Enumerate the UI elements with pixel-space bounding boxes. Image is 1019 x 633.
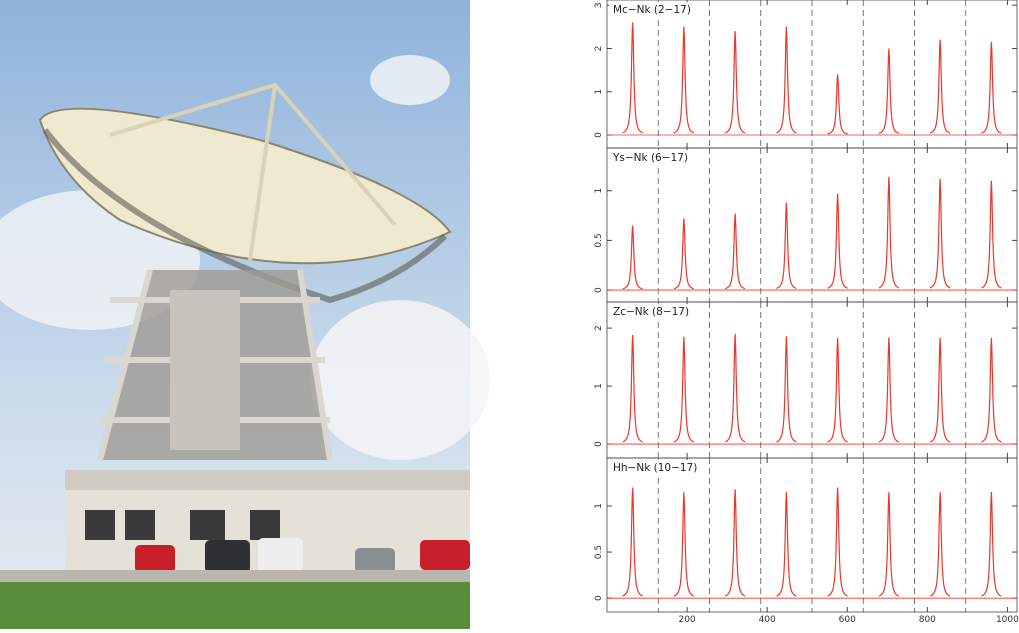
y-tick-label: 2: [594, 325, 604, 331]
title-box: [609, 460, 707, 476]
peak: [878, 176, 900, 289]
y-tick-label: 1: [594, 503, 604, 509]
y-tick-label: 1: [594, 188, 604, 194]
peak: [622, 335, 643, 443]
title-box: [609, 304, 707, 320]
peak: [929, 492, 951, 597]
peak: [878, 492, 900, 597]
peak: [673, 26, 695, 134]
peak: [724, 31, 746, 134]
y-tick-label: 0: [594, 287, 604, 293]
y-tick-label: 1: [594, 383, 604, 389]
peak: [724, 333, 746, 443]
panel-title: Ys−Nk (6−17): [612, 152, 688, 164]
peak: [673, 492, 695, 597]
peak: [981, 492, 1002, 597]
peak: [622, 22, 643, 134]
peak: [776, 202, 797, 289]
y-tick-label: 1: [594, 89, 604, 95]
peak: [929, 178, 951, 289]
peak: [776, 26, 797, 134]
peak: [878, 48, 900, 134]
spectra-figure: 0 1 2 3 Mc−Nk (2−17) 0 0.5 1 Ys−Nk (6−17) 0 1 2 Zc−N…: [594, 0, 1019, 625]
peak: [724, 489, 746, 597]
peak: [929, 337, 951, 443]
peak: [827, 193, 848, 289]
peak: [673, 336, 695, 443]
telescope-photo: [0, 0, 490, 629]
y-tick-label: 2: [594, 46, 604, 52]
peak: [673, 218, 695, 290]
peak: [981, 41, 1002, 134]
panel-title: Mc−Nk (2−17): [613, 4, 691, 16]
y-tick-label: 0: [594, 441, 604, 447]
y-tick-label: 0: [594, 595, 604, 601]
x-tick-label: 800: [919, 615, 936, 625]
title-box: [609, 150, 707, 166]
peak: [776, 492, 797, 597]
panel-title: Hh−Nk (10−17): [613, 462, 697, 474]
peak: [724, 213, 746, 290]
peak: [827, 74, 848, 135]
peak: [981, 180, 1002, 289]
peak: [929, 39, 951, 134]
peak: [878, 337, 900, 443]
peak: [827, 337, 848, 443]
x-tick-label: 200: [678, 615, 695, 625]
peak: [622, 487, 643, 597]
peak: [776, 336, 797, 443]
y-tick-label: 3: [594, 2, 604, 8]
title-box: [609, 2, 707, 18]
y-tick-label: 0.5: [594, 545, 604, 559]
x-tick-label: 400: [759, 615, 776, 625]
peak: [622, 225, 643, 290]
peak: [827, 487, 848, 597]
y-tick-label: 0: [594, 132, 604, 138]
peak: [981, 337, 1002, 443]
panel-title: Zc−Nk (8−17): [613, 306, 689, 318]
y-tick-label: 0.5: [594, 233, 604, 247]
x-tick-label: 1000: [996, 615, 1019, 625]
x-tick-label: 600: [839, 615, 856, 625]
